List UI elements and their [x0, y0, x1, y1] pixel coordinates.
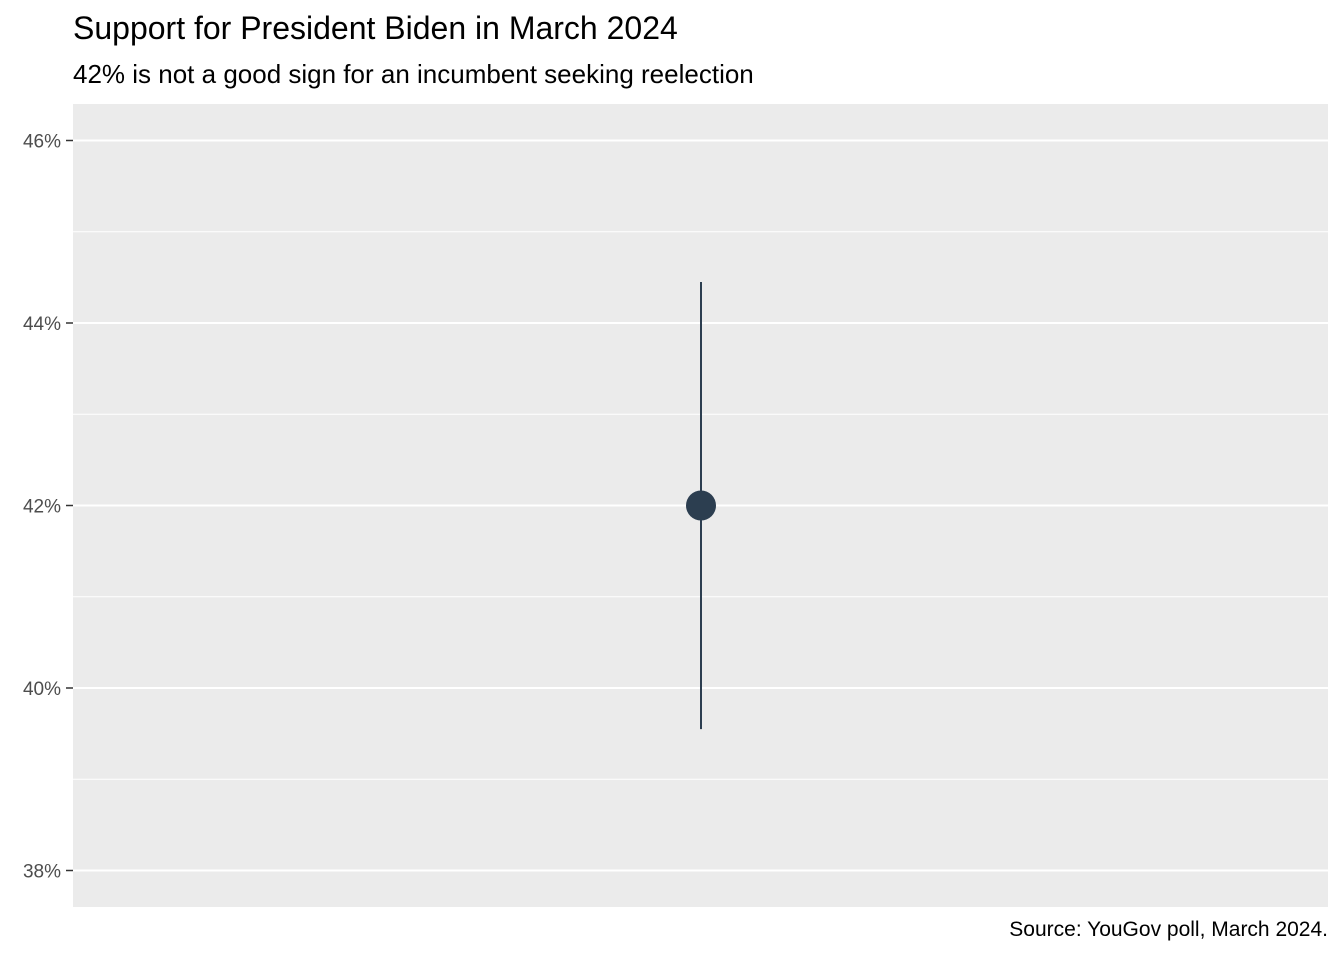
y-tick-label: 38%	[23, 862, 61, 883]
chart-subtitle: 42% is not a good sign for an incumbent …	[73, 59, 754, 89]
y-tick-label: 44%	[23, 314, 61, 335]
y-tick-label: 40%	[23, 679, 61, 700]
y-tick-label: 46%	[23, 132, 61, 153]
chart-caption: Source: YouGov poll, March 2024.	[1009, 918, 1328, 941]
y-tick-label: 42%	[23, 497, 61, 518]
chart-title: Support for President Biden in March 202…	[73, 10, 678, 46]
data-marks	[686, 281, 716, 730]
y-axis: 38% 40% 42% 44% 46%	[23, 132, 73, 883]
data-point	[686, 490, 716, 521]
